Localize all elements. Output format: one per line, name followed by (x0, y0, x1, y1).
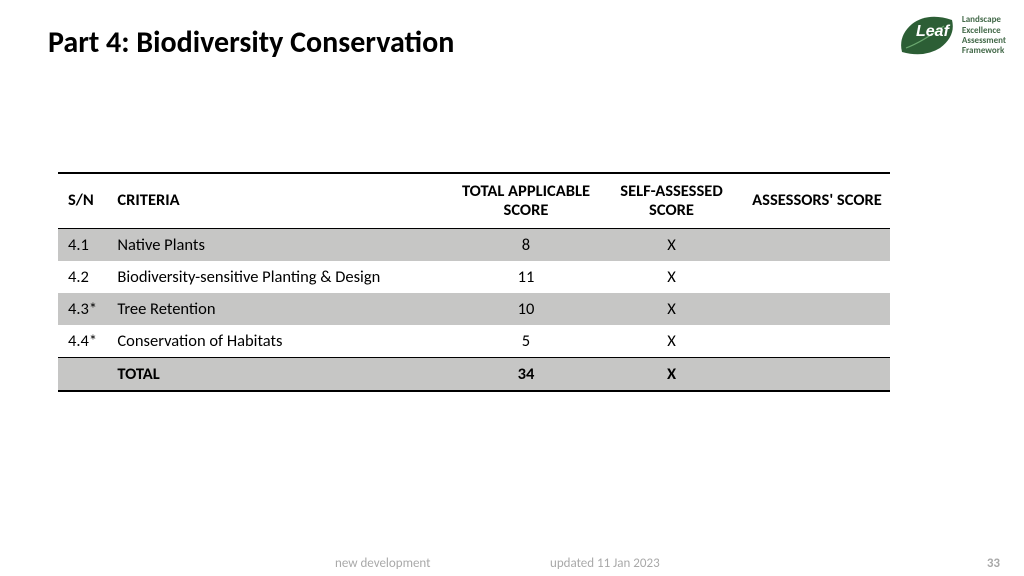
svg-text:Leaf: Leaf (916, 23, 951, 40)
cell-applicable: 8 (453, 228, 599, 261)
table-header-row: S/N CRITERIA TOTAL APPLICABLE SCORE SELF… (58, 173, 890, 228)
cell-total-assessors (744, 357, 890, 391)
cell-sn: 4.3* (58, 293, 111, 325)
col-sn: S/N (58, 173, 111, 228)
slide: Part 4: Biodiversity Conservation Leaf L… (0, 0, 1024, 576)
cell-sn: 4.4* (58, 325, 111, 358)
cell-assessors (744, 261, 890, 293)
leaf-icon: Leaf (896, 14, 958, 58)
leaf-logo: Leaf Landscape Excellence Assessment Fra… (896, 14, 1006, 58)
cell-total-label: TOTAL (111, 357, 453, 391)
criteria-table: S/N CRITERIA TOTAL APPLICABLE SCORE SELF… (58, 172, 890, 392)
footer-left: new development (335, 556, 431, 571)
cell-self: X (599, 261, 744, 293)
cell-sn: 4.1 (58, 228, 111, 261)
cell-self: X (599, 293, 744, 325)
col-self: SELF-ASSESSED SCORE (599, 173, 744, 228)
cell-applicable: 11 (453, 261, 599, 293)
col-assessors: ASSESSORS' SCORE (744, 173, 890, 228)
cell-self: X (599, 228, 744, 261)
cell-assessors (744, 325, 890, 358)
footer-mid: updated 11 Jan 2023 (550, 556, 660, 571)
cell-total-sn (58, 357, 111, 391)
cell-total-self: X (599, 357, 744, 391)
table-body: 4.1 Native Plants 8 X 4.2 Biodiversity-s… (58, 228, 890, 391)
footer-page: 33 (987, 556, 1000, 571)
cell-assessors (744, 228, 890, 261)
logo-tagline: Landscape Excellence Assessment Framewor… (962, 15, 1006, 56)
cell-assessors (744, 293, 890, 325)
table-row: 4.3* Tree Retention 10 X (58, 293, 890, 325)
col-applicable: TOTAL APPLICABLE SCORE (453, 173, 599, 228)
cell-applicable: 10 (453, 293, 599, 325)
logo-tagline-line: Framework (962, 46, 1006, 56)
table-row: 4.4* Conservation of Habitats 5 X (58, 325, 890, 358)
cell-criteria: Native Plants (111, 228, 453, 261)
cell-criteria: Biodiversity-sensitive Planting & Design (111, 261, 453, 293)
cell-criteria: Tree Retention (111, 293, 453, 325)
page-title: Part 4: Biodiversity Conservation (48, 24, 454, 61)
cell-self: X (599, 325, 744, 358)
table-row: 4.2 Biodiversity-sensitive Planting & De… (58, 261, 890, 293)
cell-applicable: 5 (453, 325, 599, 358)
cell-sn: 4.2 (58, 261, 111, 293)
col-criteria: CRITERIA (111, 173, 453, 228)
table-total-row: TOTAL 34 X (58, 357, 890, 391)
table-row: 4.1 Native Plants 8 X (58, 228, 890, 261)
criteria-table-wrap: S/N CRITERIA TOTAL APPLICABLE SCORE SELF… (58, 172, 890, 392)
cell-total-applicable: 34 (453, 357, 599, 391)
cell-criteria: Conservation of Habitats (111, 325, 453, 358)
